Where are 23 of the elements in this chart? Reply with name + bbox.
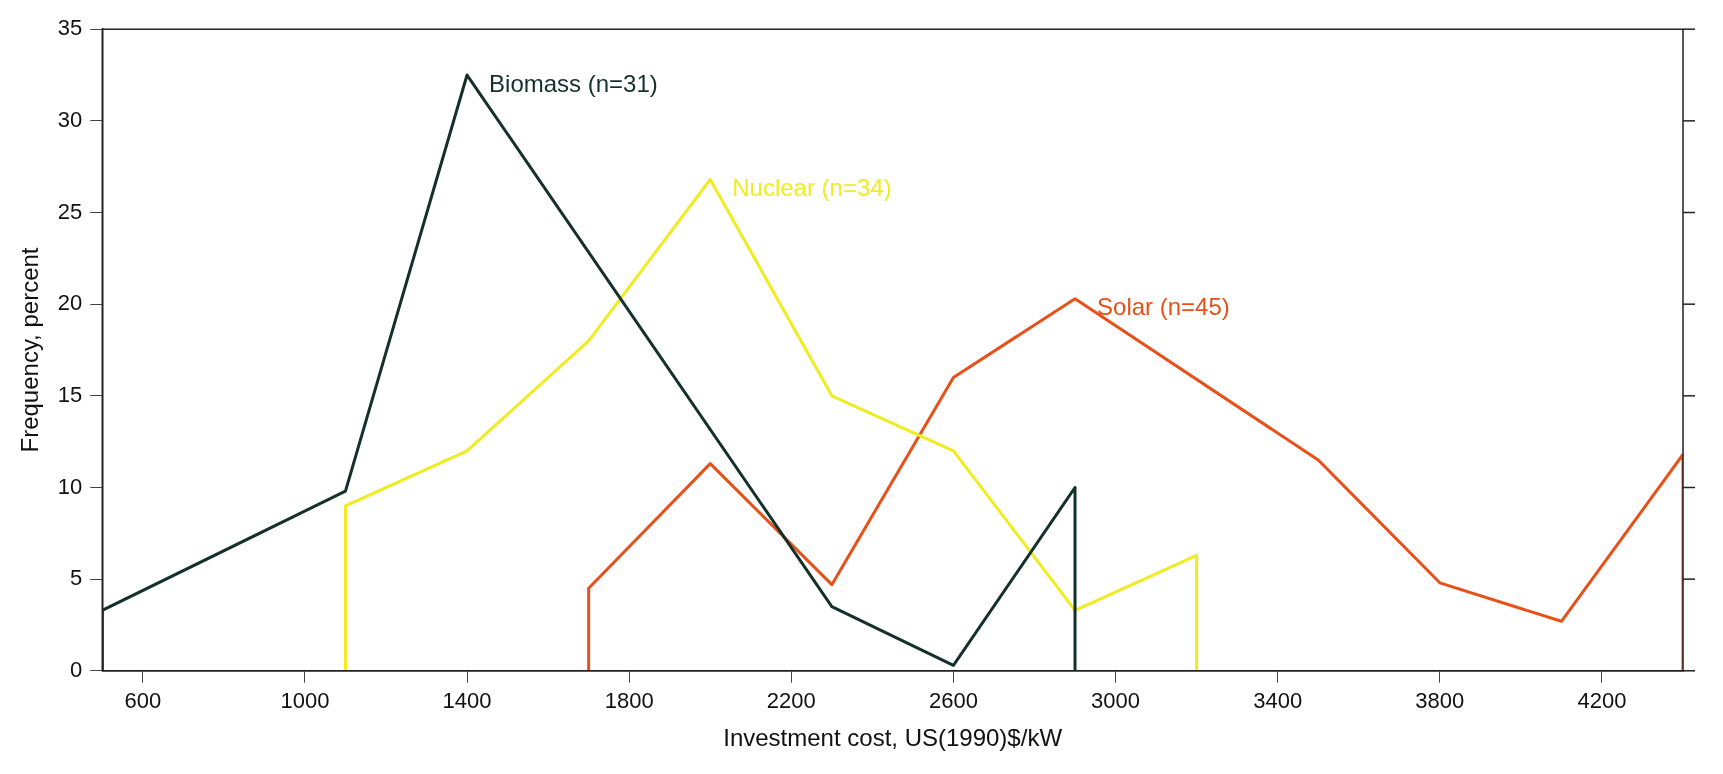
y-tick-label: 35 [57,15,83,41]
series-label: Nuclear (n=34) [732,174,892,202]
x-tick-label: 3000 [1091,688,1141,714]
x-tick-label: 4200 [1577,688,1627,714]
y-tick-label: 20 [57,290,83,316]
y-tick-label: 15 [57,381,83,407]
x-axis-title: Investment cost, US(1990)$/kW [723,724,1063,752]
x-tick-label: 2200 [766,688,816,714]
series-label: Biomass (n=31) [489,69,658,97]
y-tick-label: 10 [57,473,83,499]
y-tick-label: 5 [70,565,83,591]
x-tick-label: 3800 [1415,688,1465,714]
series-label: Solar (n=45) [1097,293,1230,321]
y-tick-label: 25 [57,198,83,224]
y-tick-label: 0 [70,656,83,682]
y-axis-title: Frequency, percent [16,247,44,453]
x-tick-label: 1800 [604,688,654,714]
x-tick-label: 600 [124,688,162,714]
x-tick-label: 3400 [1253,688,1303,714]
x-tick-label: 2600 [928,688,978,714]
y-tick-label: 30 [57,106,83,132]
x-tick-label: 1400 [442,688,492,714]
x-tick-label: 1000 [280,688,330,714]
